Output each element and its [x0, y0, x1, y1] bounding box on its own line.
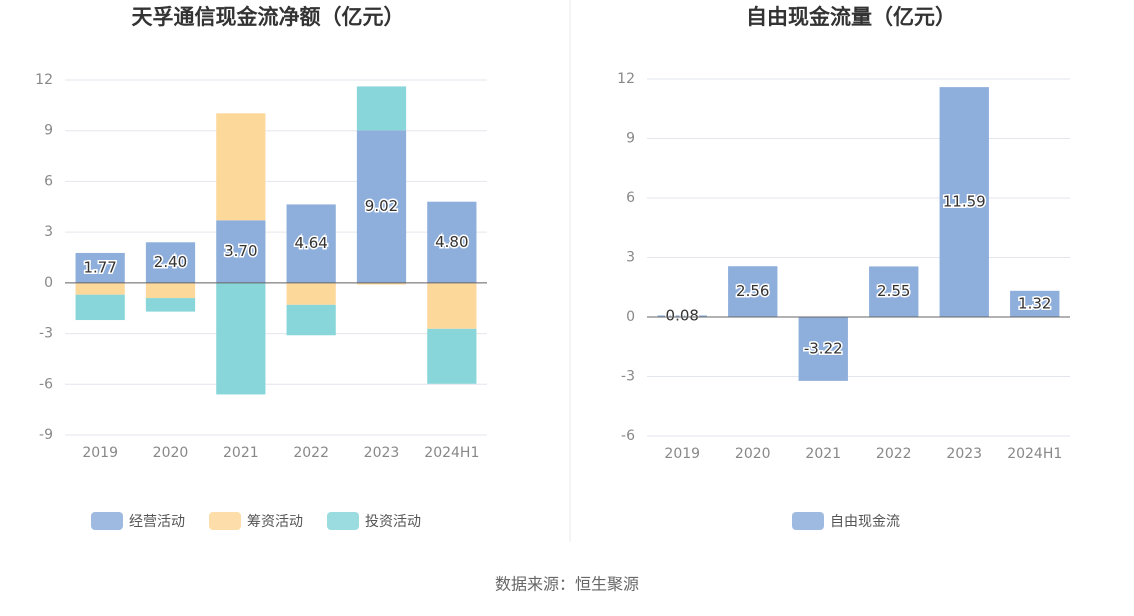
x-tick-label: 2024H1 — [424, 445, 479, 461]
bar — [356, 282, 407, 285]
bar — [1010, 290, 1060, 317]
x-tick-label: 2022 — [293, 445, 329, 461]
bar — [869, 266, 919, 317]
value-label: 1.77 — [83, 258, 116, 276]
bar — [657, 315, 707, 317]
legend-label[interactable]: 自由现金流 — [830, 514, 900, 530]
y-tick-label: 6 — [626, 190, 635, 206]
legend-swatch[interactable] — [792, 512, 824, 530]
value-label: 9.02 — [365, 197, 398, 215]
bar — [216, 220, 266, 283]
value-label: 3.70 — [224, 242, 257, 260]
bar — [286, 204, 336, 283]
x-tick-label: 2022 — [876, 446, 912, 462]
x-tick-label: 2023 — [364, 445, 400, 461]
bar — [798, 317, 848, 381]
bar — [75, 252, 125, 283]
y-tick-label: 12 — [617, 71, 635, 87]
x-tick-label: 2020 — [735, 446, 771, 462]
value-label: 2.55 — [877, 282, 910, 300]
value-label: 11.59 — [943, 193, 986, 211]
y-tick-label: 9 — [44, 123, 53, 139]
y-tick-label: 6 — [44, 173, 53, 189]
source: 数据来源：恒生聚源 — [495, 575, 639, 594]
legend-label[interactable]: 筹资活动 — [247, 513, 303, 530]
y-tick-label: 9 — [626, 131, 635, 147]
bar — [728, 266, 778, 317]
legend-swatch[interactable] — [327, 512, 359, 530]
y-tick-label: 3 — [44, 224, 53, 240]
value-label: 0.08 — [666, 307, 699, 325]
y-tick-label: 12 — [35, 72, 53, 88]
legend-swatch[interactable] — [209, 512, 241, 530]
y-tick-label: -6 — [621, 428, 635, 444]
bar — [216, 282, 266, 395]
value-label: 4.80 — [435, 233, 468, 251]
x-tick-label: 2024H1 — [1007, 446, 1062, 462]
x-tick-label: 2021 — [805, 446, 841, 462]
value-label: 2.56 — [736, 282, 769, 300]
bar — [286, 304, 336, 336]
legend-label[interactable]: 投资活动 — [365, 514, 421, 530]
y-tick-label: 3 — [626, 250, 635, 266]
value-label: -3.22 — [804, 339, 843, 357]
value-label: 2.40 — [154, 253, 187, 271]
x-tick-label: 2023 — [946, 446, 982, 462]
bar — [356, 86, 407, 131]
value-label: 4.64 — [294, 234, 327, 252]
bar — [216, 113, 266, 221]
x-tick-label: 2020 — [153, 445, 189, 461]
bar — [145, 242, 196, 283]
chart-title: 自由现金流量（亿元） — [746, 5, 956, 29]
bar — [75, 294, 125, 321]
bar — [145, 298, 196, 312]
bar — [427, 201, 477, 283]
chart-title: 天孚通信现金流净额（亿元） — [132, 5, 405, 29]
y-tick-label: 0 — [626, 309, 635, 325]
legend-swatch[interactable] — [91, 512, 123, 530]
y-tick-label: 0 — [44, 275, 53, 291]
bar — [427, 282, 477, 329]
bar — [75, 282, 125, 295]
value-label: 1.32 — [1018, 294, 1051, 312]
bar — [427, 328, 477, 384]
bar — [286, 282, 336, 305]
x-tick-label: 2019 — [664, 446, 700, 462]
x-tick-label: 2019 — [82, 445, 118, 461]
bar — [939, 87, 989, 317]
bar — [356, 130, 407, 283]
y-tick-label: -3 — [39, 326, 53, 342]
x-tick-label: 2021 — [223, 445, 259, 461]
bar — [145, 282, 196, 299]
y-tick-label: -6 — [39, 376, 53, 392]
y-tick-label: -9 — [39, 427, 53, 443]
y-tick-label: -3 — [621, 369, 635, 385]
legend-label[interactable]: 经营活动 — [129, 514, 185, 530]
